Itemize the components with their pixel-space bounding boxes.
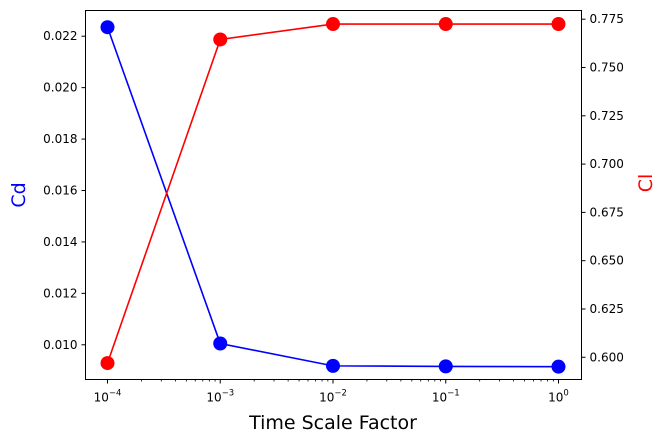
right-tick-label: 0.600 <box>590 350 624 364</box>
right-tick-label: 0.675 <box>590 205 624 219</box>
x-axis-title: Time Scale Factor <box>248 412 417 434</box>
left-tick-label: 0.010 <box>43 338 77 352</box>
right-tick-label: 0.775 <box>590 12 624 26</box>
series-right-point <box>326 17 340 32</box>
plot-frame <box>85 10 582 380</box>
right-axis-ticks: 0.600 0.625 0.650 0.675 0.700 0.725 0.750 0.775 <box>581 12 624 364</box>
left-tick-label: 0.012 <box>43 286 77 300</box>
series-left-point <box>213 336 228 351</box>
x-axis-ticks: 10−4 10−3 10−2 10−1 100 <box>94 379 569 405</box>
plot-marks <box>100 17 566 374</box>
right-tick-label: 0.625 <box>590 302 624 316</box>
series-right-point <box>438 17 453 32</box>
series-right-line <box>106 23 559 364</box>
x-tick-exponent: −3 <box>222 389 235 399</box>
x-tick-exponent: −1 <box>447 389 460 399</box>
series-left-line <box>106 26 559 368</box>
left-axis-ticks: 0.010 0.012 0.014 0.016 0.018 0.020 0.022 <box>43 29 86 352</box>
x-tick-base: 10 <box>94 391 109 405</box>
x-tick-exponent: 0 <box>563 389 568 399</box>
right-tick-label: 0.750 <box>590 60 624 74</box>
x-tick-base: 10 <box>319 391 334 405</box>
x-tick-base: 10 <box>206 391 221 405</box>
x-tick-label: 100 <box>548 389 569 405</box>
right-tick-label: 0.700 <box>590 157 624 171</box>
x-tick-label: 10−2 <box>319 389 347 405</box>
left-axis-title: Cd <box>8 182 30 207</box>
left-tick-label: 0.016 <box>43 184 77 198</box>
left-tick-label: 0.020 <box>43 81 77 95</box>
series-left-point <box>438 359 453 374</box>
right-tick-label: 0.650 <box>590 254 624 268</box>
x-tick-base: 10 <box>432 391 447 405</box>
right-tick-label: 0.725 <box>590 109 624 123</box>
series-right-point <box>551 17 566 32</box>
left-tick-label: 0.014 <box>43 235 77 249</box>
x-tick-label: 10−3 <box>206 389 234 405</box>
x-tick-label: 10−4 <box>94 389 122 405</box>
x-tick-label: 10−1 <box>432 389 460 405</box>
x-tick-exponent: −2 <box>334 389 347 399</box>
x-tick-exponent: −4 <box>109 389 122 399</box>
left-tick-label: 0.022 <box>43 29 77 43</box>
series-left-point <box>551 359 566 374</box>
series-right-point <box>100 356 115 371</box>
series-left-point <box>100 20 115 35</box>
series-left-point <box>326 358 340 373</box>
left-tick-label: 0.018 <box>43 132 77 146</box>
x-tick-base: 10 <box>548 391 563 405</box>
series-right-point <box>213 32 228 47</box>
right-axis-title: Cl <box>635 174 657 193</box>
